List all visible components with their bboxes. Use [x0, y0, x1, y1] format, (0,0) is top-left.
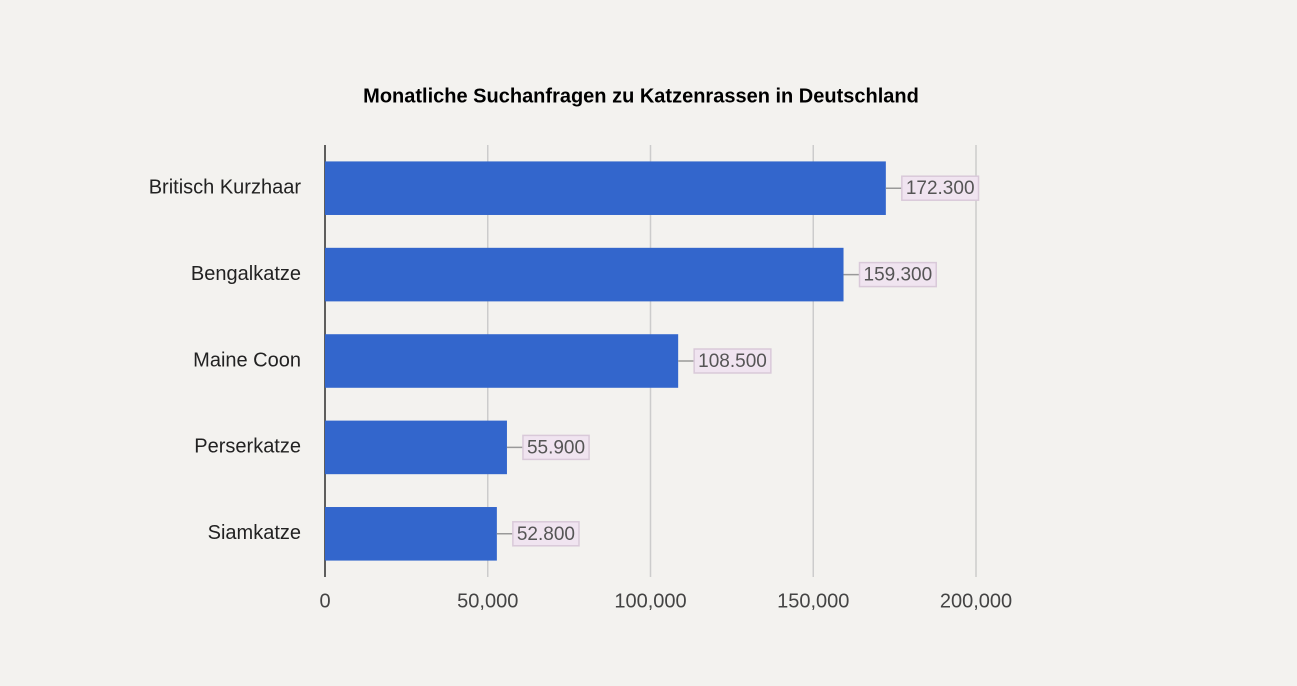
value-label: 108.500	[698, 351, 767, 372]
bar	[325, 161, 886, 215]
value-label-box	[693, 348, 772, 374]
value-label-box	[512, 521, 580, 547]
value-label-box	[858, 261, 937, 288]
bar	[325, 247, 844, 302]
x-tick-label: 0	[319, 590, 330, 612]
value-label: 55.900	[527, 437, 585, 458]
value-label: 159.300	[864, 265, 933, 286]
bar	[325, 420, 507, 475]
x-tick-label: 150,000	[777, 590, 849, 612]
bar	[325, 334, 679, 388]
value-label: 172.300	[906, 178, 975, 199]
y-tick-label: Maine Coon	[193, 349, 301, 371]
bar	[325, 507, 497, 561]
y-tick-label: Perserkatze	[194, 436, 301, 458]
y-tick-label: Britisch Kurzhaar	[149, 176, 302, 198]
value-label: 52.800	[517, 524, 575, 545]
value-label-box	[522, 434, 590, 461]
x-tick-label: 50,000	[457, 590, 518, 612]
y-tick-label: Siamkatze	[208, 522, 301, 544]
x-tick-label: 200,000	[940, 590, 1012, 612]
value-label-box	[901, 175, 980, 201]
y-tick-label: Bengalkatze	[191, 263, 301, 285]
x-tick-label: 100,000	[614, 590, 686, 612]
chart-title: Monatliche Suchanfragen zu Katzenrassen …	[363, 85, 919, 107]
